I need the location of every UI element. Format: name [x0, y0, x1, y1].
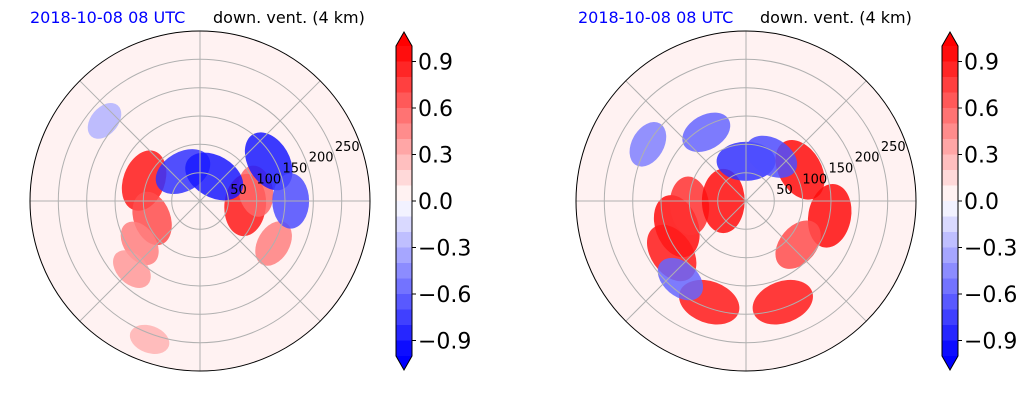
colorbar-level: [396, 325, 412, 341]
colorbar-level: [942, 232, 958, 248]
polar-border: [29, 30, 371, 372]
colorbar-tick-label: 0.0: [418, 190, 453, 215]
colorbar-level: [942, 154, 958, 171]
chart-title-variable: down. vent. (4 km): [213, 8, 365, 27]
radial-tick-label: 150: [829, 162, 854, 177]
field-feature-11: [87, 102, 122, 139]
colorbar-tick-label: −0.9: [418, 330, 471, 355]
colorbar-level: [396, 201, 412, 217]
field-feature-13: [745, 135, 798, 178]
colorbar-tick-label: −0.3: [418, 237, 471, 262]
colorbar-level: [396, 216, 412, 233]
colorbar-tick-label: 0.6: [418, 97, 453, 122]
colorbar-tick-label: −0.6: [964, 283, 1017, 308]
colorbar-tick-label: 0.3: [418, 144, 453, 169]
chart-panel-left: 2018-10-08 08 UTC down. vent. (4 km) 50 1…: [0, 0, 518, 401]
colorbar-level: [396, 139, 412, 155]
field-feature-12: [129, 324, 170, 354]
radial-tick-label: 250: [881, 140, 906, 155]
colorbar-level: [942, 123, 958, 140]
colorbar-level: [396, 247, 412, 264]
colorbar-level: [396, 123, 412, 140]
colorbar-tick-label: 0.9: [418, 51, 453, 76]
colorbar-level: [942, 185, 958, 202]
colorbar-level: [942, 340, 958, 357]
colorbar-level: [396, 92, 412, 109]
polar-border: [575, 30, 917, 372]
radial-tick-label: 100: [802, 172, 827, 187]
colorbar-tick-label: 0.3: [964, 144, 999, 169]
radial-tick-label: 200: [309, 151, 334, 166]
colorbar-level: [396, 108, 412, 124]
radial-tick-label: 200: [855, 151, 880, 166]
colorbar-extend-max: [942, 32, 958, 46]
radial-tick-label: 150: [283, 162, 308, 177]
angular-gridline: [199, 200, 321, 322]
colorbar-tick-label: 0.9: [964, 51, 999, 76]
colorbar-outline: [941, 30, 959, 372]
colorbar-level: [942, 247, 958, 264]
colorbar-level: [396, 170, 412, 186]
colorbar-level: [942, 201, 958, 217]
angular-gridline: [745, 80, 867, 202]
colorbar-level: [942, 92, 958, 109]
chart-title-date: 2018-10-08 08 UTC: [578, 8, 734, 27]
colorbar-level: [942, 325, 958, 341]
radial-tick-label: 50: [776, 183, 793, 198]
colorbar-level: [396, 278, 412, 295]
colorbar-tick-label: 0.6: [964, 97, 999, 122]
radial-tick-label: 100: [256, 172, 281, 187]
chart-panel-right: 2018-10-08 08 UTC down. vent. (4 km) 50 1…: [546, 0, 1036, 401]
radial-tick-label: 250: [335, 140, 360, 155]
radial-tick-label: 50: [230, 183, 247, 198]
colorbar-extend-min: [396, 356, 412, 370]
colorbar-level: [942, 77, 958, 93]
colorbar-level: [396, 263, 412, 279]
colorbar-level: [396, 185, 412, 202]
colorbar-level: [396, 340, 412, 357]
colorbar-level: [396, 309, 412, 326]
colorbar-level: [396, 232, 412, 248]
colorbar-level: [942, 139, 958, 155]
field-feature-9: [682, 112, 731, 153]
chart-title-date: 2018-10-08 08 UTC: [30, 8, 186, 27]
colorbar-level: [942, 61, 958, 78]
colorbar-level: [942, 309, 958, 326]
angular-gridline: [79, 200, 201, 322]
colorbar-tick-label: −0.6: [418, 283, 471, 308]
colorbar-level: [396, 294, 412, 310]
colorbar-level: [942, 108, 958, 124]
angular-gridline: [625, 200, 747, 322]
colorbar-level: [396, 154, 412, 171]
colorbar-level: [942, 170, 958, 186]
chart-title-variable: down. vent. (4 km): [760, 8, 912, 27]
field-feature-11: [657, 257, 704, 301]
angular-gridline: [625, 80, 747, 202]
field-feature-6: [775, 220, 821, 269]
colorbar-level: [942, 294, 958, 310]
colorbar-level: [942, 278, 958, 295]
colorbar-tick-label: −0.3: [964, 237, 1017, 262]
colorbar-tick-label: 0.0: [964, 190, 999, 215]
colorbar-level: [396, 77, 412, 93]
colorbar-level: [942, 216, 958, 233]
colorbar-level: [942, 263, 958, 279]
field-feature-9: [244, 132, 293, 191]
colorbar-level: [396, 46, 412, 62]
colorbar-tick-label: −0.9: [964, 330, 1017, 355]
angular-gridline: [745, 200, 867, 322]
angular-gridline: [199, 80, 321, 202]
field-feature-7: [752, 279, 813, 325]
angular-gridline: [79, 80, 201, 202]
colorbar-level: [942, 46, 958, 62]
colorbar-extend-max: [396, 32, 412, 46]
colorbar-outline: [395, 30, 413, 372]
colorbar-extend-min: [942, 356, 958, 370]
colorbar-level: [396, 61, 412, 78]
